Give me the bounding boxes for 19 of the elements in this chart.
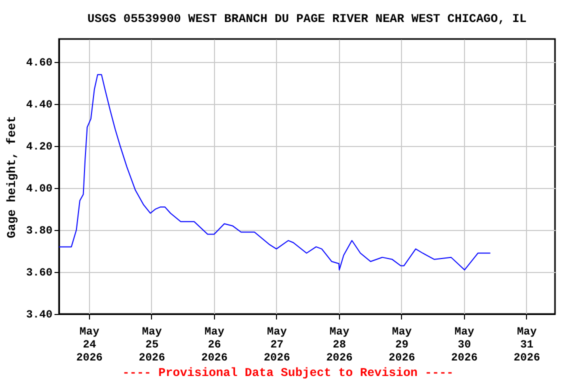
line-series — [58, 74, 491, 270]
y-tick-label: 3.80 — [26, 226, 52, 238]
y-axis-title: Gage height, feet — [5, 116, 20, 238]
x-tick-label: May 28 2026 — [326, 326, 353, 364]
x-tick-label: May 24 2026 — [76, 326, 103, 364]
y-tick-label: 4.40 — [26, 100, 52, 112]
x-tick-label: May 29 2026 — [388, 326, 416, 364]
y-tick-label: 4.20 — [26, 142, 52, 154]
y-tick-label: 3.60 — [26, 268, 52, 280]
x-tick-label: May 25 2026 — [138, 326, 166, 364]
text: ---- Provisional Data Subject to Revision ---- — [121, 366, 455, 380]
y-tick-label: 4.00 — [26, 184, 52, 196]
x-tick-label: May 27 2026 — [264, 326, 290, 364]
x-tick-label: May 30 2026 — [451, 326, 478, 364]
chart-title: USGS 05539900 WEST BRANCH DU PAGE RIVER NEAR WEST CHICAGO, IL — [87, 12, 527, 26]
y-tick-label: 3.40 — [26, 310, 52, 322]
y-tick-label: 4.60 — [26, 58, 52, 70]
x-tick-label: May 26 2026 — [201, 326, 228, 364]
x-tick-label: May 31 2026 — [514, 326, 540, 364]
